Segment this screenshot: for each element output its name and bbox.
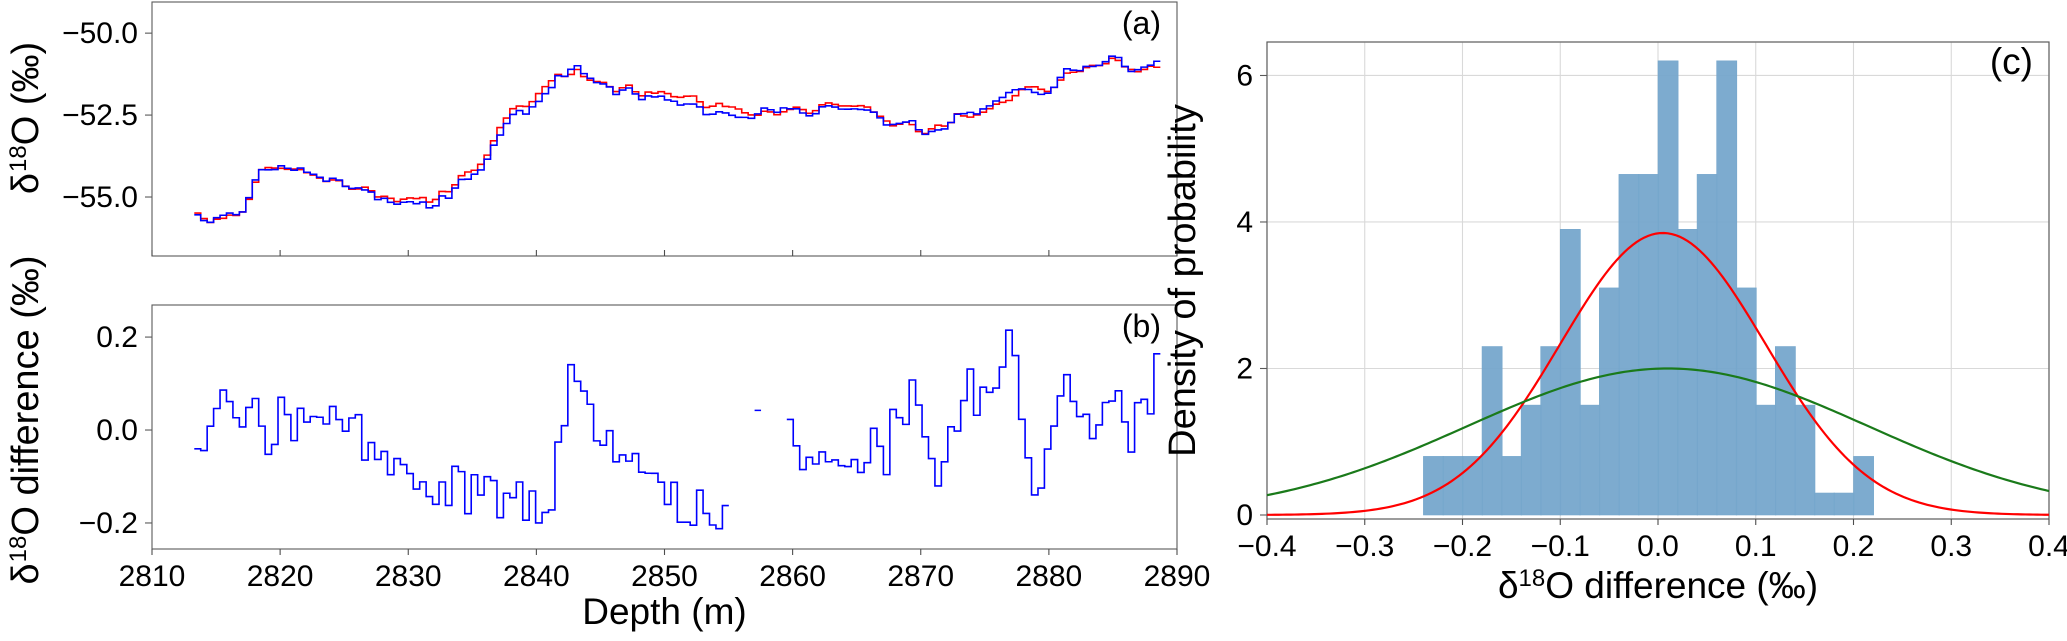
svg-text:δ18O difference (‰): δ18O difference (‰) (5, 255, 47, 584)
svg-text:−0.4: −0.4 (1237, 530, 1296, 563)
svg-text:2830: 2830 (375, 560, 442, 593)
svg-text:2870: 2870 (887, 560, 954, 593)
svg-text:(b): (b) (1122, 308, 1161, 344)
svg-text:(c): (c) (1990, 41, 2033, 82)
svg-text:2: 2 (1236, 352, 1253, 385)
svg-text:−52.5: −52.5 (62, 99, 138, 132)
svg-text:6: 6 (1236, 59, 1253, 92)
svg-text:0.2: 0.2 (96, 321, 138, 354)
svg-text:−0.2: −0.2 (1433, 530, 1492, 563)
svg-text:2850: 2850 (631, 560, 698, 593)
svg-text:0.0: 0.0 (96, 414, 138, 447)
svg-text:0.2: 0.2 (1833, 530, 1875, 563)
svg-text:2880: 2880 (1016, 560, 1083, 593)
svg-text:2840: 2840 (503, 560, 570, 593)
svg-text:2810: 2810 (119, 560, 186, 593)
svg-text:2890: 2890 (1144, 560, 1211, 593)
svg-text:Depth (m): Depth (m) (582, 591, 746, 632)
svg-text:Density of probability: Density of probability (1162, 104, 1204, 457)
svg-text:−0.1: −0.1 (1531, 530, 1590, 563)
svg-text:0.0: 0.0 (1637, 530, 1679, 563)
svg-text:0.4: 0.4 (2028, 530, 2067, 563)
svg-text:0.3: 0.3 (1930, 530, 1972, 563)
svg-text:2860: 2860 (759, 560, 826, 593)
svg-text:(a): (a) (1122, 5, 1161, 41)
svg-text:−0.2: −0.2 (79, 507, 138, 540)
svg-text:δ18O difference (‰): δ18O difference (‰) (1498, 565, 1818, 606)
svg-text:−50.0: −50.0 (62, 17, 138, 50)
svg-text:0: 0 (1236, 499, 1253, 532)
svg-text:0.1: 0.1 (1735, 530, 1777, 563)
svg-text:4: 4 (1236, 206, 1253, 239)
svg-text:−55.0: −55.0 (62, 181, 138, 214)
svg-text:2820: 2820 (247, 560, 314, 593)
svg-text:−0.3: −0.3 (1335, 530, 1394, 563)
